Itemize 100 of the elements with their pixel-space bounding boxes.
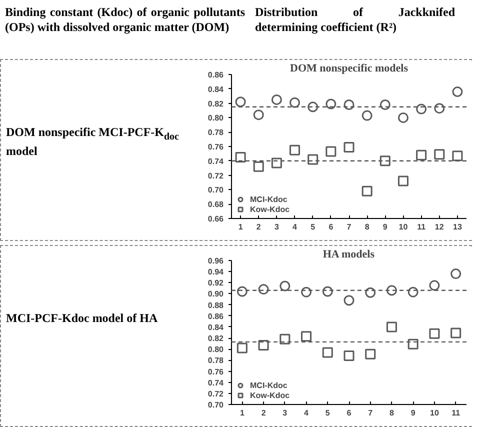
y-tick-label: 0.94	[208, 268, 224, 277]
x-tick-label: 1	[240, 408, 245, 418]
point	[434, 103, 445, 114]
point	[235, 152, 246, 163]
y-tick-label: 0.66	[208, 214, 224, 224]
point	[386, 285, 397, 296]
x-tick-label: 8	[364, 222, 370, 232]
x-tick-label: 9	[382, 222, 388, 232]
x-tick-label: 4	[292, 222, 298, 232]
point	[416, 150, 427, 160]
point	[344, 350, 354, 362]
point	[380, 156, 390, 166]
point	[362, 186, 372, 196]
point	[322, 347, 333, 358]
y-tick-label: 0.70	[208, 186, 224, 195]
point	[362, 110, 372, 121]
y-tick-label: 0.84	[208, 322, 224, 332]
x-tick-label: 8	[390, 408, 395, 418]
y-tick-label: 0.82	[208, 99, 224, 108]
x-tick-label: 11	[452, 408, 461, 418]
point	[322, 286, 333, 297]
legend-label: Kow-Kdoc	[250, 390, 290, 400]
y-tick-label: 0.72	[208, 389, 224, 398]
x-tick-label: 2	[261, 408, 266, 418]
point	[429, 280, 440, 291]
y-tick-label: 0.78	[208, 128, 224, 138]
y-tick-label: 0.80	[208, 114, 224, 123]
x-tick-label: 11	[417, 222, 426, 232]
y-tick-label: 0.74	[208, 156, 224, 166]
y-tick-label: 0.96	[208, 256, 224, 266]
legend-label: Kow-Kdoc	[250, 204, 290, 214]
point	[236, 286, 248, 297]
point	[258, 340, 269, 350]
point	[416, 104, 427, 114]
point	[271, 94, 282, 105]
point	[344, 100, 354, 110]
text: DOM nonspecific MCI-PCF-K$_{doc}$ model	[6, 125, 179, 158]
point	[408, 286, 418, 298]
point	[271, 158, 282, 168]
point	[450, 328, 462, 338]
point	[429, 328, 440, 339]
x-tick-label: 9	[410, 408, 416, 418]
point	[253, 161, 264, 172]
point	[236, 342, 248, 354]
y-tick-label: 0.76	[208, 142, 224, 152]
point	[326, 146, 336, 157]
point	[398, 176, 408, 186]
point	[434, 149, 445, 160]
y-tick-label: 0.88	[208, 300, 224, 310]
point	[326, 98, 336, 110]
x-tick-label: 10	[430, 408, 440, 418]
y-tick-label: 0.76	[208, 367, 224, 376]
point	[380, 100, 390, 110]
point	[365, 348, 376, 360]
x-tick-label: 4	[304, 408, 310, 418]
text: Binding constant (Kdoc) of organic pollutants (OPs) with dissolved organic matter (DOM)	[5, 5, 245, 35]
point	[235, 96, 246, 108]
y-tick-label: 0.86	[208, 70, 224, 80]
legend-label: MCI-Kdoc	[250, 194, 288, 204]
y-tick-label: 0.84	[208, 84, 224, 94]
point	[452, 86, 463, 98]
point	[450, 268, 462, 280]
y-tick-label: 0.74	[208, 378, 224, 388]
x-tick-label: 12	[434, 222, 444, 232]
y-tick-label: 0.80	[208, 345, 224, 354]
y-tick-label: 0.92	[208, 278, 224, 288]
point	[398, 112, 408, 123]
point	[280, 280, 290, 292]
x-tick-label: 1	[238, 222, 244, 232]
y-tick-label: 0.72	[208, 171, 224, 180]
point	[301, 331, 312, 342]
x-tick-label: 10	[398, 222, 408, 232]
x-tick-label: 7	[368, 408, 374, 418]
x-tick-label: 6	[346, 408, 352, 418]
y-tick-label: 0.70	[208, 400, 224, 410]
point	[452, 150, 463, 162]
point	[301, 286, 312, 298]
chart-title: HA models	[322, 248, 376, 260]
x-tick-label: 5	[325, 408, 330, 418]
point	[365, 287, 376, 298]
point	[280, 334, 290, 344]
point	[386, 322, 397, 332]
x-tick-label: 5	[310, 222, 316, 232]
x-tick-label: 3	[274, 222, 280, 232]
y-tick-label: 0.68	[208, 200, 224, 210]
text: Distribution of Jackknifed determining coefficient (R²)	[255, 5, 455, 35]
point	[253, 110, 264, 120]
y-tick-label: 0.90	[208, 290, 224, 299]
x-tick-label: 7	[346, 222, 352, 232]
chart-title: DOM nonspecific models	[290, 62, 409, 74]
point	[408, 338, 418, 350]
point	[344, 142, 354, 152]
point	[290, 144, 300, 156]
point	[308, 154, 318, 165]
point	[290, 97, 300, 108]
point	[258, 284, 269, 295]
x-tick-label: 2	[256, 222, 262, 232]
y-tick-label: 0.78	[208, 356, 224, 366]
x-tick-label: 13	[453, 222, 462, 232]
x-tick-label: 3	[282, 408, 288, 418]
